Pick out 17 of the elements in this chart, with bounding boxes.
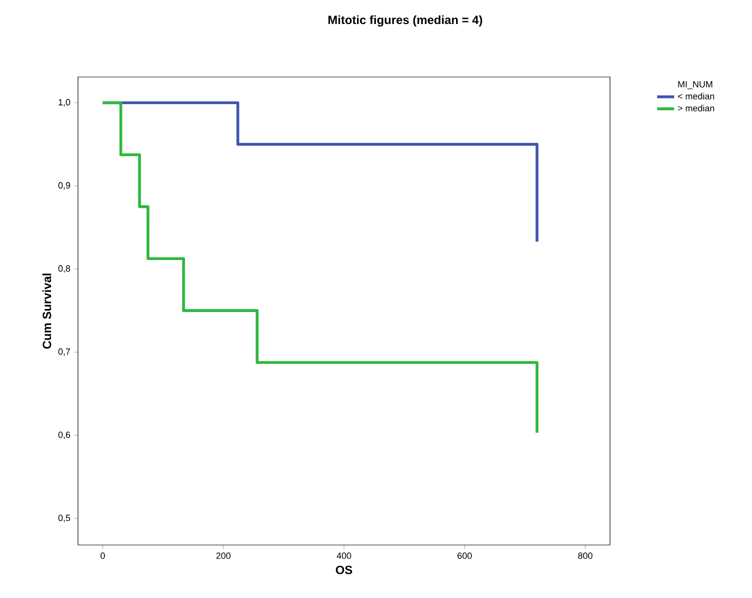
y-tick-label: 1,0 (58, 99, 70, 106)
legend-label: < median (678, 92, 714, 100)
y-axis-title: Cum Survival (42, 274, 52, 349)
x-axis-title: OS (336, 566, 352, 574)
x-tick-label: 0 (100, 552, 105, 559)
y-tick-label: 0,5 (58, 514, 70, 522)
x-tick-label: 200 (216, 552, 230, 559)
x-tick-label: 400 (336, 552, 352, 559)
y-tick-label: 0,9 (58, 182, 70, 190)
y-tick-label: 0,6 (58, 432, 70, 439)
legend-title: MI_NUM (678, 81, 712, 90)
chart-title: Mitotic figures (median = 4) (328, 15, 482, 27)
y-tick-label: 0,8 (58, 265, 70, 273)
x-tick-label: 800 (578, 552, 592, 559)
legend-label: > median (678, 104, 714, 112)
y-tick-label: 0,7 (58, 348, 70, 356)
x-tick-label: 600 (458, 552, 472, 559)
